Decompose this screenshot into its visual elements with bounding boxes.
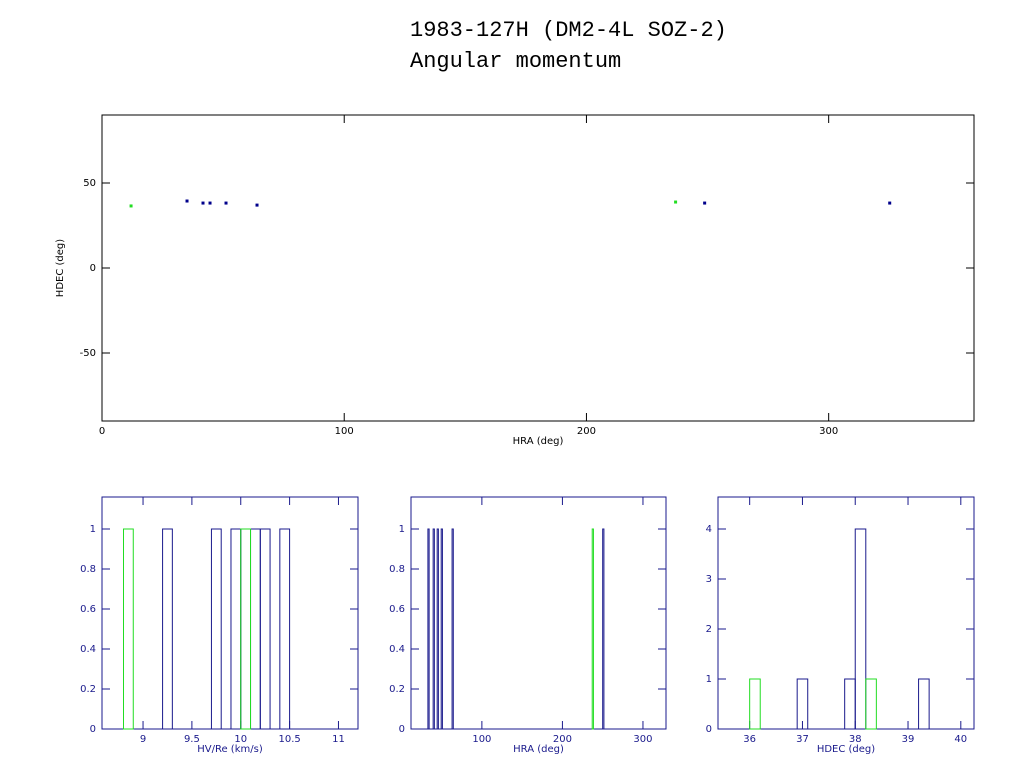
chart-title: 1983-127H (DM2-4L SOZ-2) <box>410 18 727 43</box>
histogram-bar <box>432 528 435 730</box>
y-tick-label: 0.2 <box>80 684 96 695</box>
plot-frame <box>410 496 667 730</box>
scatter-point <box>208 201 212 205</box>
y-tick-label: 0 <box>399 724 405 735</box>
x-axis-label: HV/Re (km/s) <box>197 744 263 755</box>
x-tick-label: 37 <box>796 734 809 745</box>
histogram-bar <box>122 528 134 730</box>
plot-frame <box>101 496 359 730</box>
x-tick-label: 9.5 <box>184 734 200 745</box>
chart-subtitle: Angular momentum <box>410 49 621 74</box>
histogram-bar <box>240 528 252 730</box>
histogram-bar <box>240 528 252 730</box>
y-tick-label: 1 <box>90 524 96 535</box>
histogram-bar <box>918 678 930 730</box>
histogram-bar <box>250 528 261 730</box>
scatter-point <box>888 201 892 205</box>
y-tick-label: 0.8 <box>389 564 405 575</box>
histogram-bar <box>844 678 856 730</box>
histogram-bar <box>259 528 271 730</box>
x-tick-label: 100 <box>335 426 354 437</box>
y-tick-label: 4 <box>706 524 712 535</box>
x-axis-label: HRA (deg) <box>513 436 564 447</box>
histogram-bar <box>230 528 242 730</box>
histogram-bar <box>279 528 291 730</box>
x-tick-label: 38 <box>849 734 862 745</box>
y-tick-label: 0.8 <box>80 564 96 575</box>
y-tick-label: 0 <box>90 724 96 735</box>
histogram-bar <box>436 528 439 730</box>
histogram-bar <box>865 678 877 730</box>
y-tick-label: 0.6 <box>80 604 96 615</box>
y-axis-label: HDEC (deg) <box>55 239 66 297</box>
x-tick-label: 40 <box>954 734 967 745</box>
y-tick-label: 0 <box>90 263 96 274</box>
scatter-point <box>703 201 707 205</box>
histogram-bar <box>162 528 173 730</box>
histogram-bar <box>591 528 594 730</box>
x-tick-label: 10 <box>234 734 247 745</box>
y-tick-label: 0.2 <box>389 684 405 695</box>
histogram-bar <box>749 678 761 730</box>
x-tick-label: 10.5 <box>278 734 300 745</box>
histogram-bar <box>427 528 430 730</box>
scatter-point <box>674 200 678 204</box>
histogram-bar <box>796 678 809 730</box>
histogram-bar <box>210 528 222 730</box>
x-axis-label: HDEC (deg) <box>817 744 875 755</box>
scatter-point <box>224 201 228 205</box>
x-tick-label: 0 <box>99 426 105 437</box>
x-tick-label: 200 <box>553 734 572 745</box>
histogram-bar <box>451 528 454 730</box>
y-tick-label: 3 <box>706 574 712 585</box>
y-tick-label: 2 <box>706 624 712 635</box>
x-tick-label: 100 <box>472 734 491 745</box>
histogram-bar <box>602 528 605 730</box>
x-tick-label: 11 <box>332 734 345 745</box>
x-tick-label: 39 <box>902 734 915 745</box>
x-tick-label: 200 <box>577 426 596 437</box>
y-tick-label: 0.4 <box>389 644 405 655</box>
x-tick-label: 36 <box>743 734 756 745</box>
y-tick-label: 50 <box>83 178 96 189</box>
histogram-bar <box>440 528 443 730</box>
scatter-point <box>255 203 259 207</box>
scatter-point <box>201 201 205 205</box>
scatter-point <box>129 204 133 208</box>
y-tick-label: 0.6 <box>389 604 405 615</box>
plot-frame <box>101 114 975 422</box>
x-tick-label: 300 <box>633 734 652 745</box>
y-tick-label: 0 <box>706 724 712 735</box>
histogram-bar <box>854 528 867 730</box>
x-axis-label: HRA (deg) <box>513 744 564 755</box>
y-tick-label: -50 <box>80 348 96 359</box>
scatter-point <box>185 199 189 203</box>
y-tick-label: 1 <box>706 674 712 685</box>
x-tick-label: 9 <box>140 734 146 745</box>
y-tick-label: 0.4 <box>80 644 96 655</box>
y-tick-label: 1 <box>399 524 405 535</box>
plot-frame <box>717 496 975 730</box>
x-tick-label: 300 <box>819 426 838 437</box>
